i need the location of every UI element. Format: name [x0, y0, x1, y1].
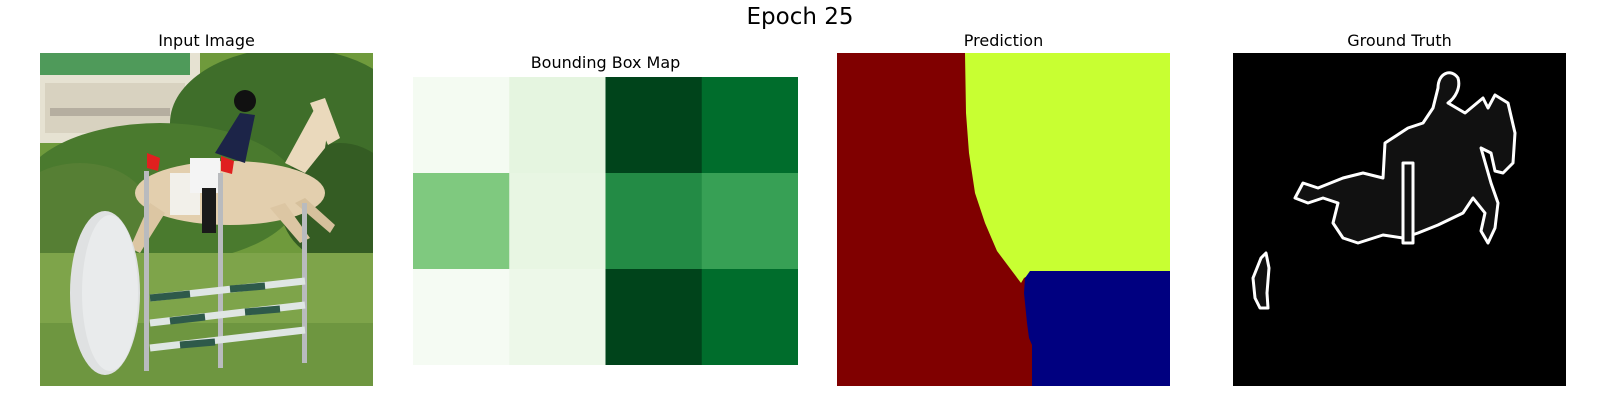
input-image — [40, 53, 373, 386]
bbox-cell-r0-c3 — [701, 77, 798, 174]
prediction-title: Prediction — [963, 31, 1044, 50]
bbox-cell-r2-c2 — [605, 269, 703, 365]
bbox-cell-r0-c1 — [509, 77, 606, 174]
bbox-cell-r1-c1 — [509, 173, 606, 270]
bbox-cell-r2-c0 — [413, 269, 510, 365]
bbox-cell-r1-c3 — [701, 173, 798, 270]
bbox-cell-r0-c0 — [413, 77, 510, 174]
bbox-cell-r1-c2 — [605, 173, 703, 270]
ground-truth-title: Ground Truth — [1347, 31, 1452, 50]
prediction-map — [837, 53, 1170, 386]
figure-title: Epoch 25 — [746, 4, 854, 30]
bbox-map-title: Bounding Box Map — [530, 53, 681, 72]
bbox-map — [413, 77, 798, 365]
bbox-cell-r2-c1 — [509, 269, 606, 365]
bbox-cell-r2-c3 — [701, 269, 798, 365]
ground-truth-mask — [1233, 53, 1566, 386]
bbox-cell-r1-c0 — [413, 173, 510, 270]
input-image-title: Input Image — [158, 31, 255, 50]
prediction-class-2-region — [1024, 271, 1170, 386]
prediction-class-1-region — [965, 53, 1170, 283]
bbox-cell-r0-c2 — [605, 77, 703, 174]
